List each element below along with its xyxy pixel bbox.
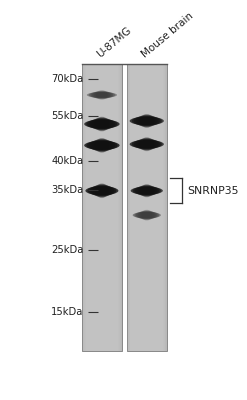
Ellipse shape — [136, 185, 157, 196]
Ellipse shape — [138, 185, 155, 197]
Ellipse shape — [132, 140, 162, 149]
Ellipse shape — [93, 138, 111, 152]
Text: 55kDa: 55kDa — [51, 111, 83, 121]
Ellipse shape — [93, 117, 111, 131]
Ellipse shape — [133, 186, 161, 195]
Ellipse shape — [133, 212, 161, 218]
Text: 25kDa: 25kDa — [51, 245, 83, 255]
Bar — [127, 64, 167, 351]
Ellipse shape — [86, 140, 118, 150]
Ellipse shape — [140, 114, 154, 128]
Ellipse shape — [95, 117, 109, 132]
Ellipse shape — [138, 210, 156, 220]
Ellipse shape — [136, 115, 158, 127]
Text: Mouse brain: Mouse brain — [140, 10, 196, 59]
Bar — [85, 64, 118, 351]
Ellipse shape — [134, 212, 159, 219]
Ellipse shape — [86, 119, 118, 129]
Ellipse shape — [84, 141, 120, 150]
Ellipse shape — [87, 186, 116, 196]
Ellipse shape — [96, 90, 108, 100]
Bar — [85, 64, 119, 351]
Ellipse shape — [85, 186, 118, 195]
Ellipse shape — [95, 138, 109, 153]
Ellipse shape — [130, 117, 164, 125]
Ellipse shape — [138, 114, 156, 127]
Text: U-87MG: U-87MG — [96, 25, 134, 59]
Ellipse shape — [131, 187, 163, 195]
Text: SNRNP35: SNRNP35 — [187, 186, 239, 196]
Bar — [82, 64, 121, 351]
Bar — [127, 64, 166, 351]
Ellipse shape — [91, 118, 113, 130]
Ellipse shape — [91, 184, 112, 197]
Text: 35kDa: 35kDa — [51, 185, 83, 195]
Ellipse shape — [89, 92, 115, 98]
Ellipse shape — [134, 116, 160, 126]
Ellipse shape — [95, 183, 108, 198]
Ellipse shape — [87, 92, 117, 98]
Ellipse shape — [84, 120, 120, 128]
Ellipse shape — [134, 139, 160, 150]
Ellipse shape — [132, 116, 162, 126]
Ellipse shape — [136, 211, 157, 219]
Ellipse shape — [91, 139, 113, 152]
Ellipse shape — [88, 140, 115, 151]
Ellipse shape — [139, 210, 154, 220]
Ellipse shape — [93, 184, 110, 198]
Ellipse shape — [130, 140, 164, 148]
Bar — [84, 64, 120, 351]
Ellipse shape — [140, 184, 153, 197]
Ellipse shape — [92, 91, 112, 99]
Bar — [83, 64, 121, 351]
Bar — [128, 64, 165, 351]
Ellipse shape — [94, 90, 110, 100]
Bar — [129, 64, 165, 351]
Text: 40kDa: 40kDa — [51, 156, 83, 166]
Bar — [130, 64, 164, 351]
Ellipse shape — [88, 118, 115, 130]
Ellipse shape — [89, 185, 114, 196]
Ellipse shape — [138, 138, 156, 151]
Ellipse shape — [136, 138, 158, 150]
Bar — [82, 64, 122, 351]
Ellipse shape — [90, 91, 113, 99]
Bar — [130, 64, 163, 351]
Ellipse shape — [135, 186, 159, 196]
Ellipse shape — [141, 210, 152, 220]
Ellipse shape — [140, 137, 154, 151]
Text: 15kDa: 15kDa — [51, 307, 83, 317]
Text: 70kDa: 70kDa — [51, 74, 83, 84]
